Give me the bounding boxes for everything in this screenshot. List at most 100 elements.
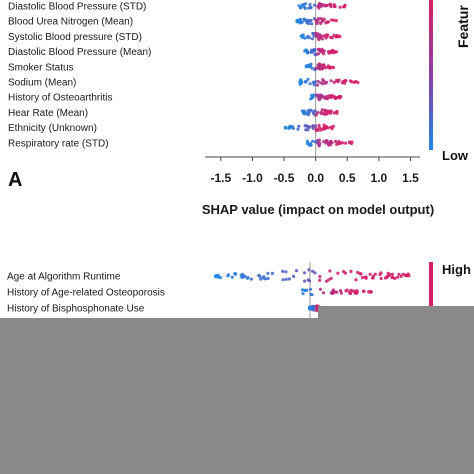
- shap-point: [317, 67, 321, 71]
- shap-point: [311, 124, 315, 128]
- shap-point: [313, 53, 317, 57]
- shap-point: [397, 272, 401, 276]
- shap-point: [334, 139, 338, 143]
- shap-point: [258, 274, 262, 278]
- shap-point: [388, 272, 392, 277]
- x-tick-label: 0.0: [307, 171, 324, 185]
- shap-point: [241, 274, 245, 278]
- shap-point: [319, 110, 323, 115]
- shap-point: [303, 36, 307, 40]
- shap-point: [327, 110, 331, 114]
- shap-point: [309, 287, 313, 291]
- shap-point: [324, 81, 328, 85]
- shap-point: [306, 109, 310, 113]
- shap-point: [318, 48, 322, 53]
- shap-point: [310, 293, 314, 297]
- x-tick-label: 1.0: [371, 171, 388, 185]
- shap-point: [320, 37, 324, 41]
- shap-point: [322, 3, 326, 7]
- shap-point: [297, 4, 301, 8]
- shap-point: [330, 18, 334, 22]
- shap-point: [266, 276, 270, 281]
- shap-point: [403, 273, 407, 277]
- feature-label: History of Bisphosphonate Use: [7, 304, 145, 315]
- shap-point: [339, 141, 343, 145]
- shap-point: [214, 275, 218, 279]
- shap-point: [318, 95, 322, 99]
- shap-point: [378, 272, 382, 277]
- feature-label: Diastolic Blood Pressure (STD): [8, 2, 146, 13]
- shap-point: [362, 289, 366, 293]
- shap-point: [319, 128, 323, 132]
- shap-point: [321, 48, 325, 52]
- shap-point: [335, 110, 339, 114]
- shap-point: [322, 17, 326, 21]
- shap-point: [396, 275, 400, 279]
- shap-point: [308, 2, 312, 7]
- shap-point: [342, 5, 346, 9]
- x-tick-label: -0.5: [274, 171, 295, 185]
- shap-point: [343, 81, 347, 85]
- shap-point: [284, 277, 288, 281]
- shap-point: [391, 275, 395, 279]
- shap-point: [332, 111, 336, 115]
- shap-point: [385, 275, 389, 279]
- shap-point: [320, 95, 324, 99]
- shap-point: [356, 270, 360, 275]
- shap-point: [302, 3, 306, 7]
- shap-point: [329, 79, 333, 83]
- shap-point: [319, 81, 323, 85]
- shap-point: [349, 291, 353, 296]
- shap-point: [313, 271, 317, 275]
- shap-point: [307, 279, 312, 283]
- shap-point: [316, 79, 320, 83]
- shap-point: [303, 18, 307, 22]
- shap-point: [329, 65, 334, 69]
- shap-point: [310, 22, 314, 26]
- shap-point: [349, 288, 353, 292]
- x-tick-label: 1.5: [402, 171, 419, 185]
- shap-point: [321, 78, 325, 82]
- shap-point: [325, 139, 329, 143]
- shap-point: [310, 96, 314, 100]
- shap-point: [336, 271, 340, 275]
- shap-point: [339, 291, 343, 295]
- shap-point: [349, 141, 353, 146]
- shap-point: [312, 93, 316, 97]
- shap-point: [308, 82, 312, 86]
- shap-point: [358, 272, 362, 276]
- shap-point: [323, 112, 327, 116]
- shap-point: [332, 4, 337, 9]
- panel-label-a: A: [8, 169, 22, 191]
- shap-point: [324, 141, 328, 145]
- shap-point: [321, 291, 326, 295]
- shap-point: [307, 18, 311, 23]
- feature-label: Systolic Blood pressure (STD): [8, 32, 142, 43]
- x-tick-label: -1.0: [242, 171, 263, 185]
- shap-point: [319, 17, 323, 21]
- shap-point: [309, 108, 313, 112]
- shap-point: [339, 95, 343, 99]
- colorbar-a: [429, 0, 433, 150]
- shap-point: [308, 5, 312, 10]
- shap-point: [266, 271, 270, 275]
- feature-label: Sodium (Mean): [8, 78, 76, 89]
- x-tick-label: 0.5: [339, 171, 356, 185]
- shap-point: [324, 21, 328, 25]
- shap-point: [314, 66, 318, 70]
- shap-point: [332, 49, 336, 53]
- shap-point: [322, 123, 326, 127]
- shap-point: [317, 35, 321, 39]
- shap-point: [327, 141, 331, 146]
- shap-point: [306, 124, 310, 129]
- shap-point: [332, 18, 336, 22]
- shap-point: [311, 31, 315, 36]
- shap-point: [302, 271, 307, 275]
- shap-point: [287, 125, 291, 129]
- x-tick-label: -1.5: [210, 171, 231, 185]
- shap-point: [335, 33, 339, 38]
- shap-point: [234, 272, 238, 276]
- shap-point: [315, 307, 319, 311]
- shap-point: [310, 66, 314, 70]
